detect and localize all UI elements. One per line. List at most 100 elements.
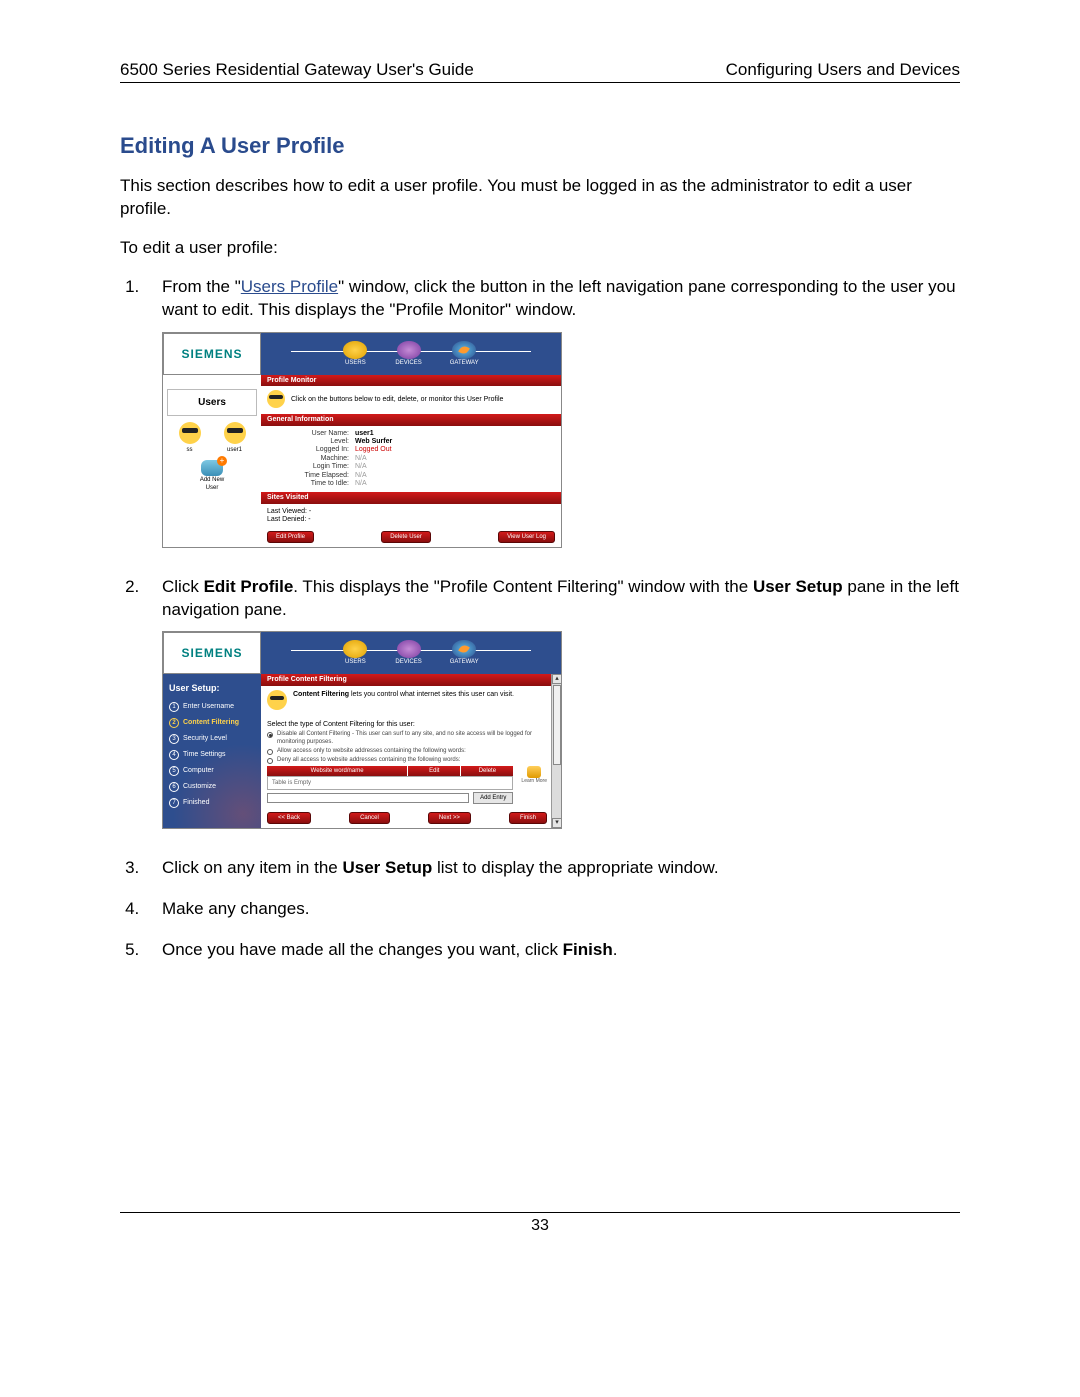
us-label-5: Computer <box>183 766 214 775</box>
scroll-up-icon[interactable]: ▴ <box>552 674 562 684</box>
users-nav-icon[interactable] <box>343 640 367 658</box>
us-label-1: Enter Username <box>183 702 234 711</box>
top-nav: USERS DEVICES GATEWAY <box>261 333 561 375</box>
devices-nav-label: DEVICES <box>395 658 421 666</box>
learn-more-icon <box>527 766 541 778</box>
radio-icon <box>267 749 273 755</box>
users-nav-icon[interactable] <box>343 341 367 359</box>
lead-text: To edit a user profile: <box>120 237 960 260</box>
us-label-2: Content Filtering <box>183 718 239 727</box>
next-button[interactable]: Next >> <box>428 812 471 824</box>
step-2: Click Edit Profile. This displays the "P… <box>144 576 960 830</box>
finish-button[interactable]: Finish <box>509 812 547 824</box>
gi-logintime: N/A <box>355 463 367 471</box>
us-label-7: Finished <box>183 798 209 807</box>
s2a: Click <box>162 577 204 596</box>
gi-idle: N/A <box>355 480 367 488</box>
cancel-button[interactable]: Cancel <box>349 812 390 824</box>
edit-profile-button[interactable]: Edit Profile <box>267 531 314 543</box>
page-number: 33 <box>120 1212 960 1235</box>
cf-select-type: Select the type of Content Filtering for… <box>267 720 547 729</box>
add-user-button[interactable]: Add New User <box>167 460 257 492</box>
profile-monitor-screenshot: SIEMENS USERS DEVICES <box>162 332 562 548</box>
sidebar-user-user1-label: user1 <box>227 446 242 454</box>
cf-opt3-label: Deny all access to website addresses con… <box>277 757 460 764</box>
gi-idle-label: Time to Idle: <box>295 480 349 488</box>
add-entry-button[interactable]: Add Entry <box>473 792 513 804</box>
content-filtering-screenshot: SIEMENS USERS DEVICES <box>162 631 562 829</box>
gi-machine-label: Machine: <box>295 455 349 463</box>
section-title: Editing A User Profile <box>120 133 960 159</box>
us-label-4: Time Settings <box>183 750 226 759</box>
pm-desc: Click on the buttons below to edit, dele… <box>291 395 503 404</box>
gi-username-label: User Name: <box>295 430 349 438</box>
devices-nav-label: DEVICES <box>395 359 421 367</box>
us-item-finished[interactable]: 7Finished <box>165 795 259 811</box>
user-face-icon <box>267 390 285 408</box>
gateway-nav-icon[interactable] <box>452 640 476 658</box>
filter-word-input[interactable] <box>267 793 469 803</box>
gateway-nav-label: GATEWAY <box>450 359 479 367</box>
gi-elapsed: N/A <box>355 472 367 480</box>
sidebar-user-ss[interactable]: ss <box>179 422 201 454</box>
filter-table-empty: Table is Empty <box>267 776 513 790</box>
cf-opt-allow[interactable]: Allow access only to website addresses c… <box>267 748 547 755</box>
users-profile-link[interactable]: Users Profile <box>241 277 338 296</box>
last-denied: Last Denied: - <box>267 516 555 524</box>
cf-opt-deny[interactable]: Deny all access to website addresses con… <box>267 757 547 764</box>
cf-desc: lets you control what internet sites thi… <box>349 691 514 698</box>
step-3: Click on any item in the User Setup list… <box>144 857 960 880</box>
cf-opt-disable[interactable]: Disable all Content Filtering - This use… <box>267 731 547 745</box>
learn-more-label: Learn More <box>521 778 547 785</box>
adduser-line1: Add New <box>200 476 224 484</box>
th-edit: Edit <box>408 766 461 776</box>
gi-machine: N/A <box>355 455 367 463</box>
devices-nav-icon[interactable] <box>397 341 421 359</box>
siemens-logo: SIEMENS <box>163 333 261 375</box>
sidebar-user-ss-label: ss <box>187 446 193 454</box>
s5a: Once you have made all the changes you w… <box>162 940 563 959</box>
s2b: Edit Profile <box>204 577 294 596</box>
cf-desc-bold: Content Filtering <box>293 691 349 698</box>
scroll-thumb[interactable] <box>553 685 561 765</box>
scrollbar[interactable]: ▴ ▾ <box>551 674 561 828</box>
gi-elapsed-label: Time Elapsed: <box>295 472 349 480</box>
us-item-security[interactable]: 3Security Level <box>165 731 259 747</box>
s3b: User Setup <box>342 858 432 877</box>
gi-level: Web Surfer <box>355 438 392 446</box>
s3a: Click on any item in the <box>162 858 342 877</box>
bar-sites-visited: Sites Visited <box>261 492 561 503</box>
header-right: Configuring Users and Devices <box>726 60 960 80</box>
sidebar-user-user1[interactable]: user1 <box>224 422 246 454</box>
us-item-computer[interactable]: 5Computer <box>165 763 259 779</box>
page-header: 6500 Series Residential Gateway User's G… <box>120 60 960 83</box>
view-user-log-button[interactable]: View User Log <box>498 531 555 543</box>
user-face-icon <box>179 422 201 444</box>
user-face-icon <box>267 690 287 710</box>
delete-user-button[interactable]: Delete User <box>381 531 431 543</box>
us-item-customize[interactable]: 6Customize <box>165 779 259 795</box>
learn-more-button[interactable]: Learn More <box>521 766 547 785</box>
devices-nav-icon[interactable] <box>397 640 421 658</box>
bar-general-info: General Information <box>261 414 561 425</box>
cf-opt1-label: Disable all Content Filtering - This use… <box>277 731 547 745</box>
back-button[interactable]: << Back <box>267 812 311 824</box>
top-nav: USERS DEVICES GATEWAY <box>261 632 561 674</box>
us-label-3: Security Level <box>183 734 227 743</box>
th-word: Website word/name <box>267 766 408 776</box>
general-info-table: User Name:user1 Level:Web Surfer Logged … <box>289 426 561 493</box>
add-user-icon <box>201 460 223 476</box>
us-item-username[interactable]: 1Enter Username <box>165 699 259 715</box>
us-item-time[interactable]: 4Time Settings <box>165 747 259 763</box>
user-face-icon <box>224 422 246 444</box>
header-left: 6500 Series Residential Gateway User's G… <box>120 60 474 80</box>
step1-pre: From the " <box>162 277 241 296</box>
gateway-nav-label: GATEWAY <box>450 658 479 666</box>
scroll-down-icon[interactable]: ▾ <box>552 818 562 828</box>
user-setup-sidebar: User Setup: 1Enter Username 2Content Fil… <box>163 674 261 828</box>
s5b: Finish <box>563 940 613 959</box>
th-delete: Delete <box>461 766 513 776</box>
gateway-nav-icon[interactable] <box>452 341 476 359</box>
us-item-content-filtering[interactable]: 2Content Filtering <box>165 715 259 731</box>
step-5: Once you have made all the changes you w… <box>144 939 960 962</box>
